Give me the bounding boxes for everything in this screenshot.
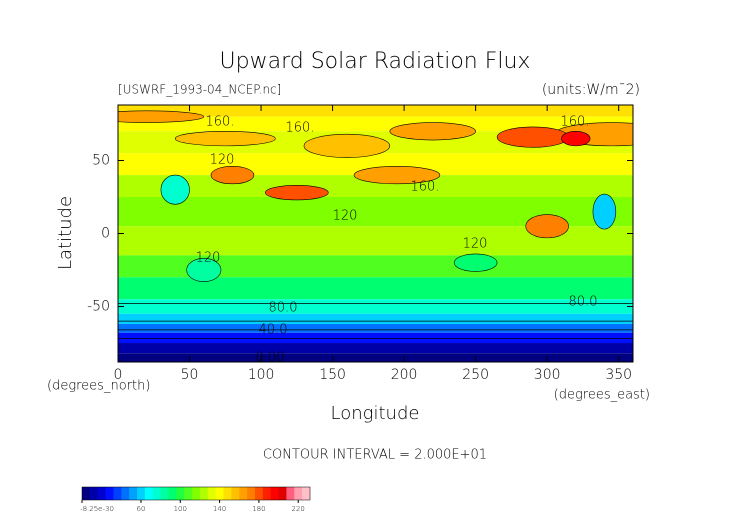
x-tick-label: 50 [181,367,199,383]
colorbar-label: 60 [137,505,146,513]
x-tick-label: 250 [462,367,489,383]
contour-label: 120 [333,209,358,224]
field-blob [210,166,255,185]
field-band [118,353,633,362]
colorbar-cell [97,487,107,500]
field-blob [186,258,222,282]
contour-label: 160. [561,115,590,130]
y-tick-label: 0 [101,226,110,242]
contour-label: 160. [286,121,315,136]
colorbar-cell [144,487,154,500]
y-tick-label: -50 [87,299,110,315]
x-axis-label: Longitude [331,403,420,424]
colorbar-frame [81,486,311,501]
chart-title: Upward Solar Radiation Flux [220,49,531,74]
colorbar-cell [199,487,209,500]
colorbar-cell [215,487,225,500]
colorbar-cell [113,487,122,500]
colorbar-cell [184,487,193,500]
colorbar-cell [294,487,303,500]
field-band [118,299,633,314]
colorbar-cell [160,487,169,500]
field-blob [561,130,591,147]
field-band [118,116,633,132]
colorbar-cell [262,487,272,500]
y-unit: (degrees_north) [47,379,150,394]
colorbar-cell [207,487,217,500]
field-blob [353,166,441,185]
colorbar-label: 140 [213,505,226,513]
field-blob [174,130,276,147]
field-blob [453,253,498,272]
field-band [118,255,633,278]
colorbar-cell [121,487,130,500]
colorbar-cell [168,487,177,500]
colorbar-cell [286,487,295,500]
colorbar-label: -8.25e-30 [80,505,114,513]
colorbar-cell [254,487,264,500]
field-band [118,332,633,344]
colorbar-cell [89,487,99,500]
field-blob [592,193,617,230]
y-tick-label: 50 [92,152,110,168]
contour-label: 160. [206,115,235,130]
contour-interval: CONTOUR INTERVAL = 2.000E+01 [263,448,487,463]
colorbar-cell [247,487,256,500]
y-axis-label: Latitude [55,196,76,270]
colorbar-cell [270,487,280,500]
field-band [118,324,633,333]
x-tick-label: 300 [534,367,561,383]
colorbar-cell [302,487,311,500]
x-tick-label: 350 [605,367,632,383]
field-blob [389,122,476,141]
field-blob [303,133,391,158]
field-band [118,105,633,117]
colorbar-cell [176,487,185,500]
contour-field [118,105,633,362]
colorbar-cell [231,487,240,500]
subtitle: [USWRF_1993-04_NCEP.nc] [118,83,281,97]
colorbar-cell [137,487,146,500]
field-band [118,343,633,354]
colorbar-label: 100 [174,505,187,513]
x-unit: (degrees_east) [554,388,650,403]
field-blob [525,214,569,239]
x-tick-label: 150 [319,367,346,383]
contour-label: 0.00 [256,351,285,366]
colorbar-label: 180 [252,505,265,513]
colorbar-cell [82,487,91,500]
field-blob [265,185,329,201]
units: (units:W/m¯2) [542,82,640,98]
colorbar-cell [239,487,248,500]
x-tick-label: 0 [114,367,123,383]
colorbar-cell [129,487,138,500]
x-tick-label: 200 [391,367,418,383]
contour-label: 120 [210,153,235,168]
contour-label: 160. [411,180,440,195]
contour-label: 80.0 [269,301,298,316]
colorbar-cell [192,487,201,500]
colorbar-cell [152,487,162,500]
colorbar-cell [278,487,287,500]
contour-label: 120 [196,251,221,266]
field-band [118,277,633,300]
contour-label: 80.0 [569,295,598,310]
colorbar-cell [223,487,232,500]
field-blob [160,174,190,205]
colorbar-cell [105,487,114,500]
contour-label: 40.0 [259,323,288,338]
field-blob [496,126,569,148]
colorbar-label: 220 [292,505,305,513]
field-blob [118,110,205,123]
contour-label: 120 [463,237,488,252]
x-tick-label: 100 [248,367,275,383]
field-band [118,313,633,325]
